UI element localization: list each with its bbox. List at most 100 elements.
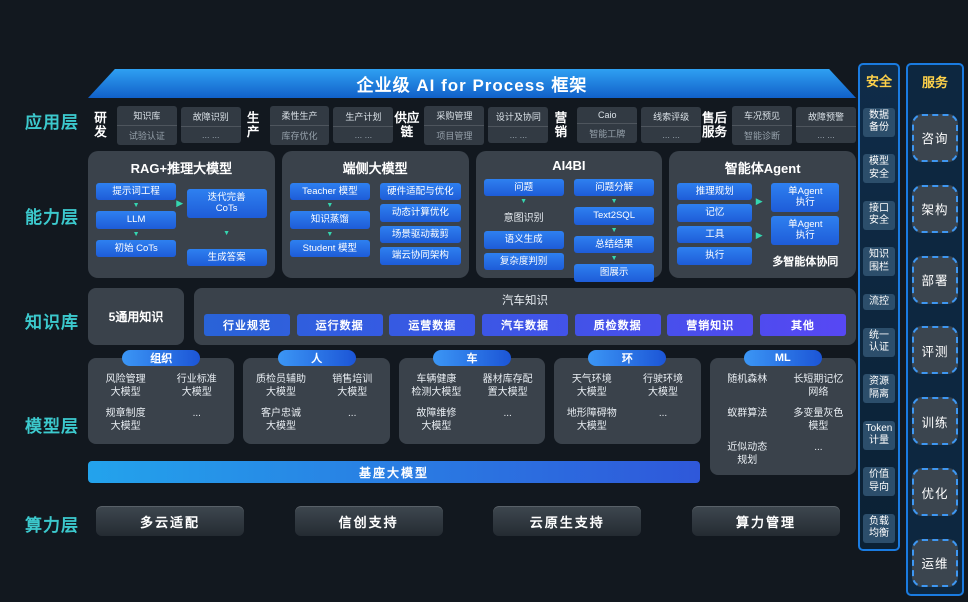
- model-box-people: 人 质检员辅助 大模型 销售培训 大模型 客户忠诚 大模型 ...: [243, 350, 390, 444]
- arrow-down-icon: ▼: [132, 202, 140, 210]
- cap-chip: 语义生成: [483, 231, 564, 249]
- model-box-ml: ML 随机森林 长短期记忆 网络 蚁群算法 多变量灰色 模型 近似动态 规划 .…: [709, 350, 857, 475]
- model-item: 故障维修 大模型: [416, 408, 457, 432]
- model-grid: 天气环境 大模型 行驶环境 大模型 地形障碍物 大模型 ...: [557, 374, 697, 433]
- cap-chip: 提示词工程: [96, 183, 177, 201]
- app-item-bottom: ... ...: [488, 126, 549, 143]
- arrow-down-icon: ▼: [326, 202, 334, 210]
- app-item: 故障识别 ... ...: [180, 107, 241, 143]
- cap-chip: 图展示: [574, 264, 655, 282]
- cap-col-right: 单Agent 执行 单Agent 执行 多智能体协同: [763, 183, 848, 269]
- auto-knowledge-title: 汽车知识: [502, 295, 548, 307]
- cap-chip: Teacher 模型: [289, 183, 370, 201]
- cap-chip: 场景驱动裁剪: [380, 225, 461, 244]
- cap-text: 意图识别: [503, 213, 544, 225]
- arrow-down-icon: ▼: [223, 229, 231, 237]
- cap-col-left: 问题 ▼ 意图识别 语义生成 复杂度判别: [483, 179, 564, 282]
- model-box-environment: 环 天气环境 大模型 行驶环境 大模型 地形障碍物 大模型 ...: [554, 350, 701, 444]
- model-item: 地形障碍物 大模型: [566, 408, 617, 432]
- app-item-top: 故障识别: [192, 112, 229, 122]
- knowledge-chip: 运行数据: [296, 314, 383, 336]
- model-item: 器材库存配 置大模型: [482, 374, 533, 398]
- knowledge-chip: 质检数据: [574, 314, 661, 336]
- app-group-label: 研发: [94, 110, 107, 139]
- general-knowledge-box: 5通用知识: [88, 288, 184, 345]
- model-item: 行驶环境 大模型: [643, 374, 684, 398]
- model-item: 天气环境 大模型: [571, 374, 612, 398]
- model-item: 车辆健康 检测大模型: [411, 374, 462, 398]
- security-item: 统一 认证: [863, 327, 895, 357]
- cap-chip: 迭代完善 CoTs: [186, 189, 267, 218]
- security-item: 接口 安全: [863, 200, 895, 230]
- app-item: 采购管理 项目管理: [424, 105, 485, 145]
- cap-chip: 记忆: [677, 204, 753, 222]
- arrow-down-icon: ▼: [610, 198, 618, 206]
- cap-chip: 执行: [677, 247, 753, 265]
- cap-chip: 工具: [677, 225, 753, 244]
- model-pill: 组织: [122, 350, 201, 366]
- app-item: 柔性生产 库存优化: [269, 105, 330, 145]
- application-layer-row: 研发 知识库 试验认证 故障识别 ... ... 生产 柔性生产 库存优化 生产…: [88, 102, 857, 148]
- app-item-bottom: 智能工牌: [577, 123, 638, 143]
- security-item: 数据 备份: [863, 107, 895, 137]
- cap-box-agent: 智能体Agent 推理规划 记忆 工具 执行 单Agent 执行 单Agent …: [669, 151, 856, 278]
- knowledge-chip: 汽车数据: [481, 314, 568, 336]
- model-item: 行业标准 大模型: [176, 374, 217, 398]
- model-box-vehicle: 车 车辆健康 检测大模型 器材库存配 置大模型 故障维修 大模型 ...: [398, 350, 546, 444]
- app-item: 故障预警 ... ...: [796, 107, 857, 143]
- cap-box-title: 端侧大模型: [342, 161, 408, 176]
- model-layer-row: 组织 风险管理 大模型 行业标准 大模型 规章制度 大模型 ... 人 质检员辅…: [88, 350, 857, 475]
- banner-title: 企业级 AI for Process 框架: [88, 69, 856, 98]
- model-item: ...: [192, 408, 201, 419]
- app-group-supply-chain: 供应链 采购管理 项目管理 设计及协同 ... ...: [393, 105, 549, 145]
- cap-col-left: 推理规划 记忆 工具 执行: [677, 183, 753, 269]
- cap-chip: 推理规划: [677, 183, 753, 201]
- app-group-rnd: 研发 知识库 试验认证 故障识别 ... ...: [88, 105, 241, 145]
- app-item: 知识库 试验认证: [116, 105, 177, 145]
- cap-chip: 硬件适配与优化: [380, 183, 461, 201]
- app-item-top: 线索评级: [653, 112, 690, 122]
- cap-col-left: 提示词工程 ▼ LLM ▼ 初始 CoTs: [96, 183, 177, 266]
- model-pill: 环: [588, 350, 667, 366]
- model-grid: 车辆健康 检测大模型 器材库存配 置大模型 故障维修 大模型 ...: [402, 374, 542, 433]
- model-grid: 随机森林 长短期记忆 网络 蚁群算法 多变量灰色 模型 近似动态 规划 ...: [713, 374, 853, 467]
- model-pill: 人: [277, 350, 356, 366]
- app-item: 生产计划 ... ...: [333, 107, 394, 143]
- security-item: 知识 围栏: [863, 247, 895, 277]
- security-item: 流控: [863, 293, 895, 311]
- compute-layer-row: 多云适配 信创支持 云原生支持 算力管理: [96, 506, 840, 536]
- app-group-label: 供应链: [394, 110, 420, 139]
- cap-chip: 知识蒸馏: [289, 211, 370, 229]
- service-item: 评测: [912, 326, 958, 375]
- model-item: 蚁群算法: [727, 408, 768, 419]
- knowledge-chip: 营销知识: [667, 314, 754, 336]
- model-item: ...: [814, 442, 823, 453]
- model-grid: 风险管理 大模型 行业标准 大模型 规章制度 大模型 ...: [91, 374, 231, 433]
- model-item: ...: [658, 408, 668, 419]
- service-item: 运维: [912, 538, 958, 587]
- knowledge-chip: 其他: [759, 314, 846, 336]
- arrow-right-icon: ▶: [176, 198, 184, 208]
- compute-item: 云原生支持: [493, 506, 642, 536]
- app-group-marketing: 营销 Caio 智能工牌 线索评级 ... ...: [548, 107, 702, 143]
- app-item-bottom: ... ...: [796, 126, 857, 143]
- layer-label-capability: 能力层: [25, 208, 79, 227]
- cap-chip: 单Agent 执行: [771, 183, 840, 212]
- layer-label-compute: 算力层: [25, 516, 79, 535]
- service-item: 架构: [912, 184, 958, 233]
- cap-col-left: Teacher 模型 ▼ 知识蒸馏 ▼ Student 模型: [289, 183, 370, 265]
- agent-caption: 多智能体协同: [772, 255, 839, 268]
- cap-chip: 问题: [483, 179, 564, 197]
- cap-col-right: 问题分解 ▼ Text2SQL ▼ 总结结果 ▼ 图展示: [574, 179, 655, 282]
- cap-chip: 复杂度判别: [483, 252, 564, 271]
- model-item: ...: [503, 408, 512, 419]
- security-item: 模型 安全: [863, 154, 895, 184]
- cap-chip: 动态计算优化: [380, 204, 461, 222]
- service-item: 优化: [912, 468, 958, 517]
- app-item-top: Caio: [597, 110, 617, 120]
- knowledge-chip: 行业规范: [204, 314, 290, 336]
- app-group-after-sales: 售后服务 车况预见 智能诊断 故障预警 ... ...: [701, 105, 857, 145]
- cap-chip: 总结结果: [574, 235, 655, 254]
- cap-box-body: 问题 ▼ 意图识别 语义生成 复杂度判别 问题分解 ▼ Text2SQL ▼ 总…: [483, 179, 655, 282]
